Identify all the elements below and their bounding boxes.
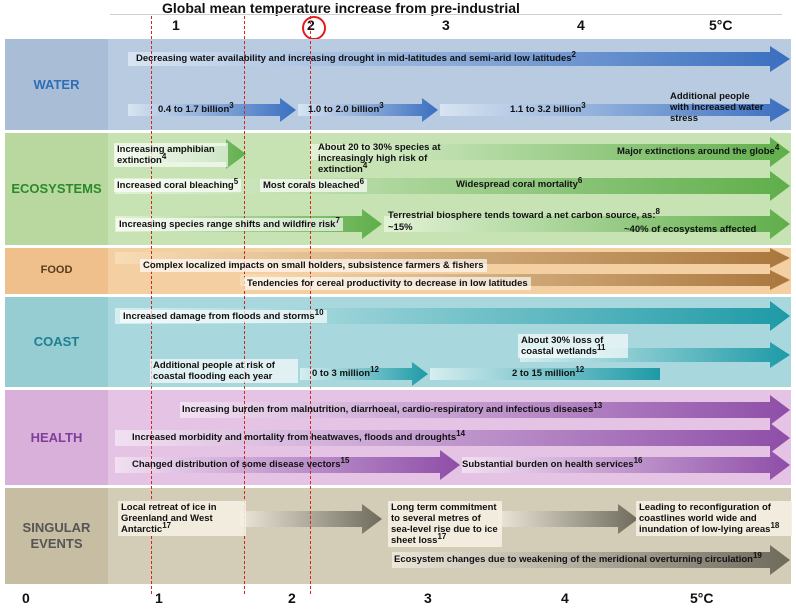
food-label: FOOD: [5, 248, 108, 294]
singular-arrow-3: [392, 545, 790, 575]
singular-arrow-2: [498, 504, 638, 534]
water-arrow-4: [440, 98, 790, 122]
top-tick-4: 4: [577, 17, 585, 33]
top-tick-3: 3: [442, 17, 450, 33]
water-arrow-1: [128, 46, 790, 72]
health-arrow-2: [115, 423, 790, 453]
top-axis-line: [110, 14, 782, 15]
ecosystems-label: ECOSYSTEMS: [5, 133, 108, 245]
coast-text-2: About 30% loss of coastal wetlands11: [518, 334, 628, 358]
coast-arrow-3: [300, 362, 428, 386]
eco-text-2: About 20 to 30% species at increasingly …: [318, 142, 441, 175]
health-text-3: Changed distribution of some disease vec…: [132, 455, 350, 470]
water-label: WATER: [5, 39, 108, 130]
eco-text-4: Increased coral bleaching5: [114, 177, 242, 192]
coast-arrow-4: [430, 368, 660, 380]
coast-text-3: Additional people at risk of coastal flo…: [150, 359, 298, 383]
eco-text-1: Increasing amphibian extinction4: [114, 143, 228, 167]
water-text-1: Decreasing water availability and increa…: [136, 49, 576, 64]
water-arrow-3: [298, 98, 438, 122]
bottom-tick-4: 4: [561, 590, 569, 606]
coast-label: COAST: [5, 297, 108, 387]
top-tick-1: 1: [172, 17, 180, 33]
health-arrow-4: [462, 450, 790, 480]
water-arrow-2: [128, 98, 296, 122]
health-label: HEALTH: [5, 390, 108, 485]
coast-text-5: 2 to 15 million12: [512, 364, 585, 379]
coast-arrow-1: [115, 301, 790, 331]
bottom-tick-2: 2: [288, 590, 296, 606]
guide-line-3: [310, 16, 311, 594]
top-tick-5c: 5°C: [709, 17, 733, 33]
water-text-5: Additional people with increased water s…: [670, 91, 764, 124]
guide-line-1: [151, 16, 152, 594]
water-text-4: 1.1 to 3.2 billion3: [510, 100, 586, 115]
eco-text-9: ~15%: [388, 222, 413, 233]
health-text-4: Substantial burden on health services16: [462, 455, 643, 470]
coast-text-1: Increased damage from floods and storms1…: [120, 308, 327, 323]
eco-text-8: Terrestrial biosphere tends toward a net…: [388, 206, 660, 221]
eco-text-7: Increasing species range shifts and wild…: [116, 216, 343, 231]
singular-text-3: Leading to reconfiguration of coastlines…: [636, 501, 792, 536]
bottom-tick-5c: 5°C: [690, 590, 714, 606]
food-text-1: Complex localized impacts on small holde…: [140, 259, 487, 272]
bottom-tick-0: 0: [22, 590, 30, 606]
singular-text-2: Long term commitment to several metres o…: [388, 501, 502, 547]
water-text-3: 1.0 to 2.0 billion3: [308, 100, 384, 115]
health-arrow-1: [180, 395, 790, 425]
bottom-tick-1: 1: [155, 590, 163, 606]
health-arrow-3: [115, 450, 460, 480]
eco-text-3: Major extinctions around the globe4: [617, 142, 780, 157]
eco-arrow-5: [384, 209, 790, 239]
eco-text-10: ~40% of ecosystems affected: [624, 224, 757, 235]
singular-text-4: Ecosystem changes due to weakening of th…: [394, 550, 762, 565]
health-text-1: Increasing burden from malnutrition, dia…: [182, 400, 603, 415]
eco-arrow-2: [310, 137, 790, 167]
eco-text-6: Widespread coral mortality6: [456, 175, 583, 190]
bottom-tick-3: 3: [424, 590, 432, 606]
coast-text-4: 0 to 3 million12: [312, 364, 379, 379]
eco-arrow-3: [115, 171, 790, 201]
singular-arrow-1: [240, 504, 382, 534]
singular-text-1: Local retreat of ice in Greenland and We…: [118, 501, 246, 536]
eco-text-5: Most corals bleached6: [260, 177, 368, 192]
singular-label: SINGULAR EVENTS: [5, 488, 108, 584]
food-text-2: Tendencies for cereal productivity to de…: [244, 277, 531, 290]
water-text-2: 0.4 to 1.7 billion3: [158, 100, 234, 115]
guide-line-2: [244, 16, 245, 594]
chart-title: Global mean temperature increase from pr…: [162, 0, 520, 16]
health-text-2: Increased morbidity and mortality from h…: [132, 428, 466, 443]
